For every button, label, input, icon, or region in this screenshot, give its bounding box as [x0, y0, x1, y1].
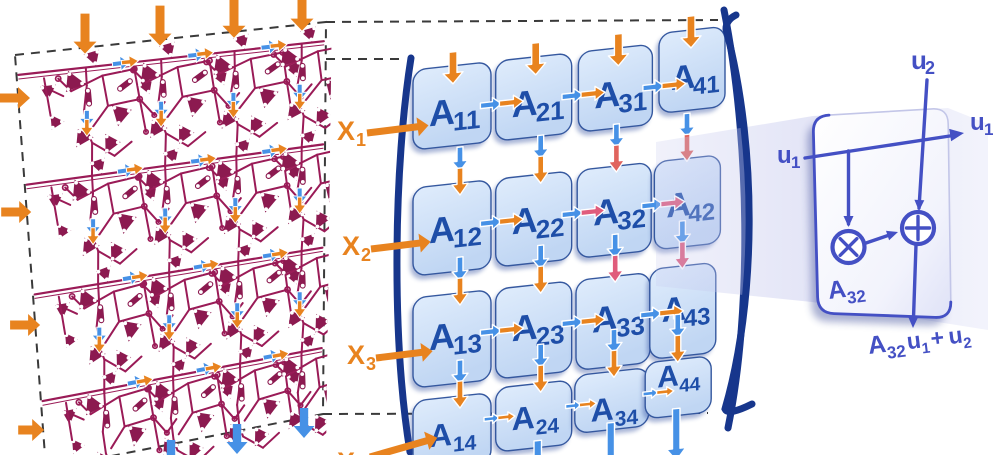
svg-text:22: 22: [536, 212, 565, 245]
svg-text:21: 21: [536, 95, 565, 128]
svg-text:34: 34: [615, 406, 639, 431]
svg-text:3: 3: [366, 354, 376, 374]
svg-text:A: A: [671, 58, 696, 99]
svg-text:41: 41: [693, 71, 720, 101]
svg-text:u: u: [911, 45, 927, 75]
svg-text:A: A: [866, 330, 887, 360]
svg-text:1: 1: [356, 130, 366, 150]
svg-text:43: 43: [684, 303, 711, 333]
svg-text:A: A: [429, 315, 455, 359]
svg-text:u: u: [777, 142, 792, 169]
svg-text:A: A: [512, 399, 535, 437]
svg-text:2: 2: [925, 58, 935, 78]
svg-text:11: 11: [453, 104, 480, 137]
svg-text:44: 44: [679, 374, 701, 397]
svg-text:X: X: [347, 340, 365, 370]
svg-text:A: A: [429, 416, 452, 454]
svg-text:A: A: [429, 208, 455, 252]
svg-text:A: A: [657, 359, 679, 394]
svg-text:24: 24: [536, 414, 560, 439]
svg-text:32: 32: [846, 287, 867, 308]
svg-text:1: 1: [984, 120, 993, 139]
svg-text:X: X: [337, 447, 355, 455]
svg-text:A: A: [429, 91, 455, 135]
svg-text:u: u: [947, 322, 964, 350]
svg-text:X: X: [342, 231, 360, 261]
svg-text:X: X: [337, 116, 355, 146]
svg-text:2: 2: [962, 334, 972, 352]
svg-text:1: 1: [921, 340, 931, 358]
svg-text:32: 32: [886, 342, 907, 363]
svg-text:13: 13: [453, 328, 482, 361]
svg-text:14: 14: [453, 431, 477, 455]
svg-text:A: A: [591, 390, 614, 428]
svg-text:u: u: [905, 327, 922, 355]
svg-text:+: +: [929, 324, 946, 351]
svg-text:12: 12: [453, 221, 482, 254]
svg-text:2: 2: [361, 245, 371, 265]
svg-text:1: 1: [791, 153, 800, 172]
svg-text:u: u: [970, 109, 985, 136]
svg-text:A: A: [826, 275, 847, 305]
